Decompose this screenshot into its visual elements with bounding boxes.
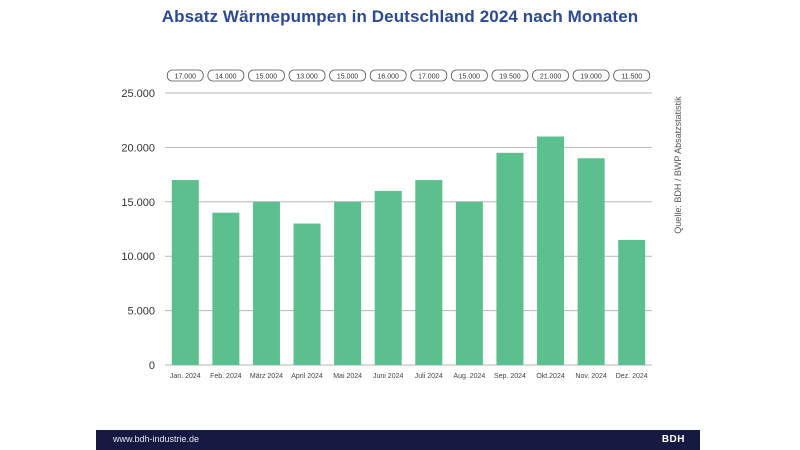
- value-label: 11.500: [621, 74, 642, 81]
- value-label: 17.000: [175, 74, 197, 81]
- bar: [171, 180, 199, 365]
- bar: [374, 190, 402, 365]
- value-label: 19.000: [580, 74, 602, 81]
- x-tick-label: Juni 2024: [373, 373, 403, 380]
- bar: [537, 136, 565, 365]
- bars: [171, 136, 646, 365]
- value-label-boxes: 17.000 14.000 15.000 13.000 15.000 16.000 17.0…: [166, 69, 651, 82]
- value-label-box: [207, 69, 245, 82]
- bar: [334, 201, 362, 365]
- bar: [252, 201, 280, 365]
- value-label: 16.000: [377, 74, 399, 81]
- value-label-box: [491, 69, 529, 82]
- chart-title: Absatz Wärmepumpen in Deutschland 2024 n…: [161, 7, 639, 26]
- bar: [212, 212, 240, 365]
- value-label-box: [532, 69, 569, 82]
- y-tick-label: 20.000: [121, 142, 155, 154]
- x-tick-label: Nov. 2024: [575, 373, 606, 380]
- bar: [293, 223, 321, 365]
- source-text: Quelle: BDH / BWP Absatzstatistik: [673, 96, 683, 234]
- bar: [496, 152, 524, 365]
- footer-url[interactable]: www.bdh-industrie.de: [113, 434, 200, 444]
- value-label-box: [288, 69, 326, 82]
- value-label-box: [572, 69, 610, 82]
- value-label: 13.000: [296, 74, 318, 81]
- y-tick-label: 10.000: [121, 251, 155, 263]
- bar: [415, 180, 443, 365]
- x-tick-label: Jan. 2024: [170, 373, 201, 380]
- x-tick-label: Feb. 2024: [210, 373, 242, 380]
- x-tick-label: Mai 2024: [333, 373, 362, 380]
- x-tick-label: April 2024: [291, 373, 323, 380]
- footer-brand-logo: BDH: [661, 434, 685, 445]
- x-tick-label: Aug. 2024: [453, 373, 485, 380]
- y-tick-label: 25.000: [121, 88, 155, 100]
- footer-bar: www.bdh-industrie.de BDH: [96, 430, 700, 450]
- value-label-box: [369, 69, 407, 82]
- value-label-box: [248, 69, 285, 82]
- y-tick-label: 15.000: [121, 197, 155, 209]
- value-label: 15.000: [256, 74, 278, 81]
- value-label-box: [613, 69, 651, 82]
- x-tick-label: Dez. 2024: [616, 373, 648, 380]
- y-tick-label: 0: [149, 360, 155, 372]
- value-label-box: [450, 69, 488, 82]
- y-tick-label: 5.000: [127, 306, 155, 318]
- x-tick-label: Juli 2024: [415, 373, 443, 380]
- value-label-box: [410, 69, 448, 82]
- bar: [618, 239, 646, 365]
- x-tick-label: Sep. 2024: [494, 373, 526, 380]
- value-label: 21.000: [540, 74, 562, 81]
- gridlines: [165, 92, 652, 366]
- bar: [455, 201, 483, 365]
- value-label-box: [329, 69, 367, 82]
- source-note: Quelle: BDH / BWP Absatzstatistik: [668, 90, 688, 240]
- value-label: 15.000: [459, 74, 481, 81]
- x-tick-label: März 2024: [250, 373, 283, 380]
- x-axis-ticks: Jan. 2024 Feb. 2024 März 2024 April 2024 Mai…: [170, 373, 648, 380]
- value-label: 15.000: [337, 74, 359, 81]
- value-label-box: [166, 69, 204, 82]
- value-label: 14.000: [215, 74, 237, 81]
- bar: [577, 158, 605, 365]
- y-axis-ticks: 0 5.000 10.000 15.000 20.000 25.000: [121, 88, 155, 372]
- x-tick-label: Okt.2024: [536, 373, 565, 380]
- value-label: 19.500: [499, 74, 521, 81]
- value-label: 17.000: [418, 74, 440, 81]
